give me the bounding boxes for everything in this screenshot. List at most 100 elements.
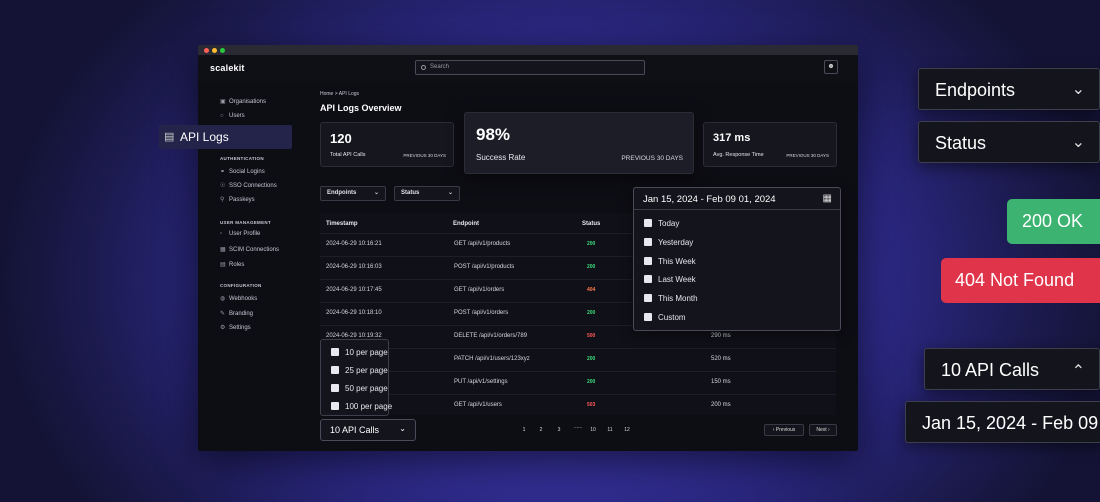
- minimize-dot[interactable]: [212, 48, 217, 53]
- sidebar-item-user-profile[interactable]: ▫ User Profile: [220, 231, 261, 237]
- table-row[interactable]: [320, 325, 836, 348]
- cell-status: 200: [587, 310, 596, 316]
- sidebar-item-social-logins[interactable]: ⚭ Social Logins: [220, 169, 265, 175]
- date-option-custom[interactable]: Custom: [644, 313, 686, 322]
- cell-status: 404: [587, 287, 596, 293]
- checkbox[interactable]: [644, 294, 652, 303]
- webhook-icon: ◍: [220, 296, 226, 302]
- key-icon: ⚲: [220, 197, 225, 203]
- page-title: API Logs Overview: [320, 103, 402, 113]
- table-row[interactable]: [320, 371, 836, 394]
- callout-calls-dropdown[interactable]: 10 API Calls ⌃: [924, 348, 1100, 390]
- page-link[interactable]: 10: [590, 427, 596, 433]
- checkbox[interactable]: [644, 275, 652, 284]
- profile-icon: ▫: [220, 231, 223, 237]
- checkbox[interactable]: [644, 313, 652, 321]
- stat-period: PREVIOUS 30 DAYS: [403, 153, 446, 158]
- stat-card-total-calls: 120 Total API Calls PREVIOUS 30 DAYS: [320, 122, 454, 167]
- endpoints-filter[interactable]: Endpoints ⌄: [320, 186, 386, 201]
- stat-period: PREVIOUS 30 DAYS: [621, 155, 683, 162]
- previous-button[interactable]: ‹ Previous: [764, 424, 804, 436]
- chevron-down-icon: ⌄: [373, 190, 379, 196]
- user-icon[interactable]: ☻: [824, 60, 838, 74]
- page-link[interactable]: 3: [557, 427, 561, 433]
- stat-period: PREVIOUS 30 DAYS: [786, 153, 829, 158]
- status-badge-not-found: 404 Not Found: [941, 258, 1100, 303]
- app-logo: scalekit: [210, 63, 245, 73]
- table-row[interactable]: [320, 302, 836, 325]
- breadcrumb: Home > API Logs: [320, 91, 360, 97]
- sso-icon: ☉: [220, 183, 226, 189]
- table-row[interactable]: [320, 348, 836, 371]
- page-link[interactable]: 1: [522, 427, 526, 433]
- cell-response-time: 290 ms: [711, 333, 731, 339]
- date-option-today[interactable]: Today: [644, 219, 679, 228]
- checkbox[interactable]: [644, 256, 652, 265]
- sidebar-item-settings[interactable]: ⚙ Settings: [220, 325, 251, 331]
- gear-icon: ⚙: [220, 325, 226, 331]
- stat-value: 98%: [476, 125, 511, 144]
- table-row[interactable]: [320, 256, 836, 279]
- search-placeholder: Search: [430, 64, 450, 70]
- cell-timestamp: 2024-06-29 10:18:10: [326, 310, 382, 316]
- per-page-option-25[interactable]: 25 per page: [331, 366, 388, 375]
- stat-label: Total API Calls: [330, 152, 366, 158]
- date-option-this-week[interactable]: This Week: [644, 256, 696, 266]
- status-filter[interactable]: Status ⌄: [394, 186, 460, 201]
- sidebar-item-branding[interactable]: ✎ Branding: [220, 311, 254, 317]
- sidebar-item-scim-connections[interactable]: ▦ SCIM Connections: [220, 247, 280, 253]
- cell-endpoint: POST /api/v1/products: [454, 264, 515, 270]
- callout-api-logs[interactable]: ▤ API Logs: [159, 125, 292, 149]
- sidebar-item-sso-connections[interactable]: ☉ SSO Connections: [220, 183, 277, 189]
- page-link[interactable]: 12: [624, 427, 630, 433]
- date-range-input[interactable]: Jan 15, 2024 - Feb 09 01, 2024 ▦: [634, 188, 840, 210]
- checkbox[interactable]: [644, 219, 652, 227]
- per-page-menu: 10 per page 25 per page 50 per page 100 …: [320, 339, 392, 416]
- next-button[interactable]: Next ›: [809, 424, 837, 436]
- calendar-icon[interactable]: ▦: [822, 193, 832, 204]
- stat-label: Success Rate: [476, 153, 526, 162]
- page-link[interactable]: 2: [539, 427, 543, 433]
- checkbox[interactable]: [331, 366, 339, 374]
- per-page-option-50[interactable]: 50 per page: [331, 384, 388, 393]
- callout-endpoints-dropdown[interactable]: Endpoints ⌄: [918, 68, 1100, 110]
- sidebar-heading-configuration: CONFIGURATION: [220, 283, 262, 288]
- page-link[interactable]: 11: [607, 427, 613, 433]
- cell-timestamp: 2024-06-29 10:19:32: [326, 333, 382, 339]
- callout-date-range[interactable]: Jan 15, 2024 - Feb 09: [905, 401, 1100, 443]
- date-option-yesterday[interactable]: Yesterday: [644, 237, 693, 247]
- close-dot[interactable]: [204, 48, 209, 53]
- per-page-option-100[interactable]: 100 per page: [331, 402, 392, 411]
- cell-timestamp: 2024-06-29 10:16:03: [326, 264, 382, 270]
- callout-status-dropdown[interactable]: Status ⌄: [918, 121, 1100, 163]
- users-icon: ○: [220, 113, 224, 119]
- checkbox[interactable]: [644, 237, 652, 246]
- date-option-last-week[interactable]: Last Week: [644, 275, 696, 284]
- sidebar-item-roles[interactable]: ▤ Roles: [220, 262, 245, 268]
- table-row[interactable]: [320, 394, 836, 417]
- checkbox[interactable]: [331, 402, 339, 410]
- chevron-down-icon: ⌄: [447, 190, 453, 196]
- chevron-up-icon: ⌃: [1071, 363, 1085, 380]
- sidebar-item-organisations[interactable]: ▣ Organisations: [220, 99, 267, 105]
- cell-status: 503: [587, 402, 596, 408]
- search-input[interactable]: Search: [415, 60, 645, 75]
- cell-endpoint: PATCH /api/v1/users/123xyz: [454, 356, 530, 362]
- stat-card-success-rate: 98% Success Rate PREVIOUS 30 DAYS: [464, 112, 694, 174]
- page-link: ......: [573, 424, 583, 430]
- per-page-select[interactable]: 10 API Calls ⌄: [320, 419, 416, 441]
- table-row[interactable]: [320, 279, 836, 302]
- checkbox[interactable]: [331, 384, 339, 392]
- per-page-option-10[interactable]: 10 per page: [331, 348, 388, 357]
- cell-endpoint: GET /api/v1/orders: [454, 287, 505, 293]
- cell-timestamp: 2024-06-29 10:17:45: [326, 287, 382, 293]
- maximize-dot[interactable]: [220, 48, 225, 53]
- sidebar-item-webhooks[interactable]: ◍ Webhooks: [220, 296, 258, 302]
- date-option-this-month[interactable]: This Month: [644, 294, 698, 303]
- cell-status: 200: [587, 241, 596, 247]
- cell-response-time: 520 ms: [711, 356, 731, 362]
- sidebar-item-passkeys[interactable]: ⚲ Passkeys: [220, 197, 255, 203]
- checkbox[interactable]: [331, 348, 339, 356]
- table-row[interactable]: [320, 233, 836, 256]
- sidebar-item-users[interactable]: ○ Users: [220, 113, 245, 119]
